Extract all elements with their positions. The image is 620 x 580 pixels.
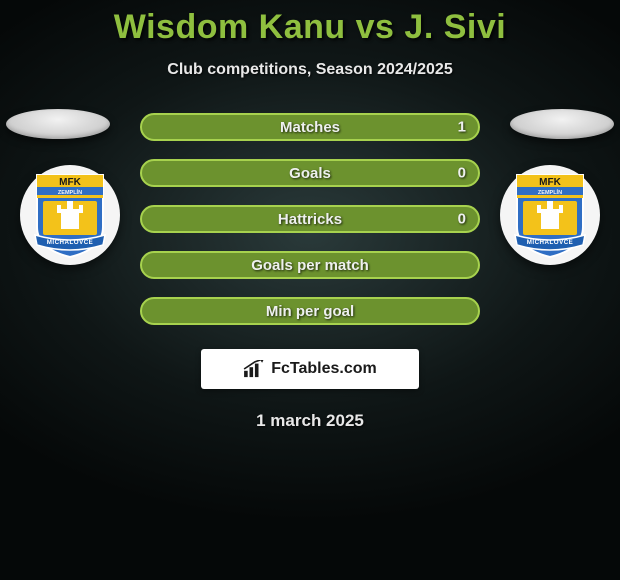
stat-value-right: 1 bbox=[458, 119, 466, 136]
stat-label: Matches bbox=[280, 119, 340, 136]
brand-watermark: FcTables.com bbox=[201, 349, 419, 389]
svg-text:MICHALOVCE: MICHALOVCE bbox=[47, 239, 94, 246]
bar-chart-icon bbox=[243, 360, 265, 378]
club-crest-icon: MFK ZEMPLÍN MICHALOVCE bbox=[31, 171, 109, 259]
stat-label: Hattricks bbox=[278, 211, 342, 228]
title-vs: vs bbox=[356, 8, 395, 46]
stat-bar: Goals 0 bbox=[140, 159, 480, 187]
svg-text:ZEMPLÍN: ZEMPLÍN bbox=[538, 188, 562, 196]
stat-bar: Min per goal bbox=[140, 297, 480, 325]
stat-label: Min per goal bbox=[266, 303, 354, 320]
stat-bar: Goals per match bbox=[140, 251, 480, 279]
stat-bar: Hattricks 0 bbox=[140, 205, 480, 233]
svg-text:MFK: MFK bbox=[59, 177, 81, 188]
title-player-left: Wisdom Kanu bbox=[114, 8, 346, 46]
player-platform-right bbox=[510, 109, 614, 139]
club-badge-left: MFK ZEMPLÍN MICHALOVCE bbox=[20, 165, 120, 265]
page-title: Wisdom Kanu vs J. Sivi bbox=[0, 0, 620, 47]
subtitle: Club competitions, Season 2024/2025 bbox=[0, 61, 620, 79]
stat-bar: Matches 1 bbox=[140, 113, 480, 141]
stat-value-right: 0 bbox=[458, 211, 466, 228]
stat-bars: Matches 1 Goals 0 Hattricks 0 Goals per match M… bbox=[140, 113, 480, 325]
brand-text: FcTables.com bbox=[271, 360, 377, 378]
title-player-right: J. Sivi bbox=[404, 8, 506, 46]
svg-text:MFK: MFK bbox=[539, 177, 561, 188]
club-badge-right: MFK ZEMPLÍN MICHALOVCE bbox=[500, 165, 600, 265]
stat-label: Goals bbox=[289, 165, 331, 182]
comparison-card: Wisdom Kanu vs J. Sivi Club competitions… bbox=[0, 0, 620, 580]
date-label: 1 march 2025 bbox=[0, 411, 620, 431]
player-platform-left bbox=[6, 109, 110, 139]
svg-text:MICHALOVCE: MICHALOVCE bbox=[527, 239, 574, 246]
svg-text:ZEMPLÍN: ZEMPLÍN bbox=[58, 188, 82, 196]
stat-label: Goals per match bbox=[251, 257, 369, 274]
stat-value-right: 0 bbox=[458, 165, 466, 182]
club-crest-icon: MFK ZEMPLÍN MICHALOVCE bbox=[511, 171, 589, 259]
comparison-arena: MFK ZEMPLÍN MICHALOVCE bbox=[0, 113, 620, 325]
